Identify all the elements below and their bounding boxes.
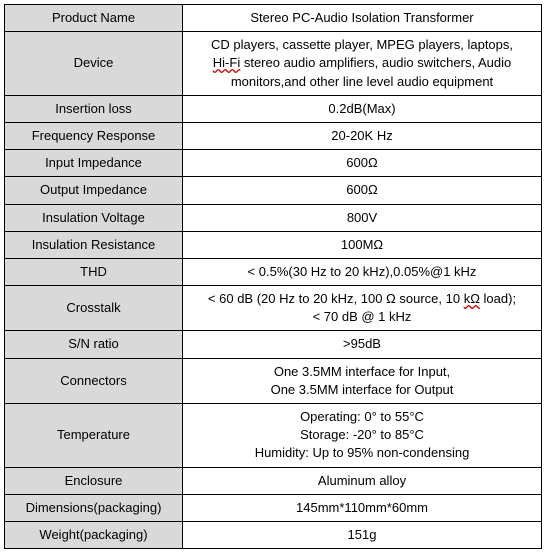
spec-value: < 0.5%(30 Hz to 20 kHz),0.05%@1 kHz <box>183 258 542 285</box>
table-row: S/N ratio>95dB <box>5 331 542 358</box>
spec-label: Connectors <box>5 358 183 403</box>
table-row: Insulation Voltage800V <box>5 204 542 231</box>
spec-label: Enclosure <box>5 467 183 494</box>
spec-label: Dimensions(packaging) <box>5 494 183 521</box>
spec-value: CD players, cassette player, MPEG player… <box>183 32 542 96</box>
spec-value: Stereo PC-Audio Isolation Transformer <box>183 5 542 32</box>
spec-label: Device <box>5 32 183 96</box>
table-row: ConnectorsOne 3.5MM interface for Input,… <box>5 358 542 403</box>
spec-value: < 60 dB (20 Hz to 20 kHz, 100 Ω source, … <box>183 286 542 331</box>
table-row: Input Impedance600Ω <box>5 150 542 177</box>
spec-value: 151g <box>183 521 542 548</box>
table-row: THD< 0.5%(30 Hz to 20 kHz),0.05%@1 kHz <box>5 258 542 285</box>
spec-value: 100MΩ <box>183 231 542 258</box>
spec-label: Temperature <box>5 404 183 468</box>
spec-value: 600Ω <box>183 177 542 204</box>
spec-label: Insulation Voltage <box>5 204 183 231</box>
spec-table: Product NameStereo PC-Audio Isolation Tr… <box>4 4 542 549</box>
spec-label: Input Impedance <box>5 150 183 177</box>
spec-value: 145mm*110mm*60mm <box>183 494 542 521</box>
table-row: Crosstalk< 60 dB (20 Hz to 20 kHz, 100 Ω… <box>5 286 542 331</box>
spec-value: 20-20K Hz <box>183 122 542 149</box>
table-row: EnclosureAluminum alloy <box>5 467 542 494</box>
spec-value: 0.2dB(Max) <box>183 95 542 122</box>
table-row: Insulation Resistance100MΩ <box>5 231 542 258</box>
table-row: DeviceCD players, cassette player, MPEG … <box>5 32 542 96</box>
spec-label: Insertion loss <box>5 95 183 122</box>
spec-value: Operating: 0° to 55°CStorage: -20° to 85… <box>183 404 542 468</box>
spec-label: Crosstalk <box>5 286 183 331</box>
spec-value: Aluminum alloy <box>183 467 542 494</box>
spec-label: Frequency Response <box>5 122 183 149</box>
spec-label: THD <box>5 258 183 285</box>
spec-label: Product Name <box>5 5 183 32</box>
spec-value: One 3.5MM interface for Input,One 3.5MM … <box>183 358 542 403</box>
spec-label: Output Impedance <box>5 177 183 204</box>
spec-value: 600Ω <box>183 150 542 177</box>
spec-label: Weight(packaging) <box>5 521 183 548</box>
table-row: Dimensions(packaging)145mm*110mm*60mm <box>5 494 542 521</box>
table-row: Product NameStereo PC-Audio Isolation Tr… <box>5 5 542 32</box>
table-row: Weight(packaging)151g <box>5 521 542 548</box>
spec-value: >95dB <box>183 331 542 358</box>
spec-label: Insulation Resistance <box>5 231 183 258</box>
spec-label: S/N ratio <box>5 331 183 358</box>
table-row: Output Impedance600Ω <box>5 177 542 204</box>
table-row: Frequency Response20-20K Hz <box>5 122 542 149</box>
table-row: TemperatureOperating: 0° to 55°CStorage:… <box>5 404 542 468</box>
table-row: Insertion loss0.2dB(Max) <box>5 95 542 122</box>
spec-value: 800V <box>183 204 542 231</box>
